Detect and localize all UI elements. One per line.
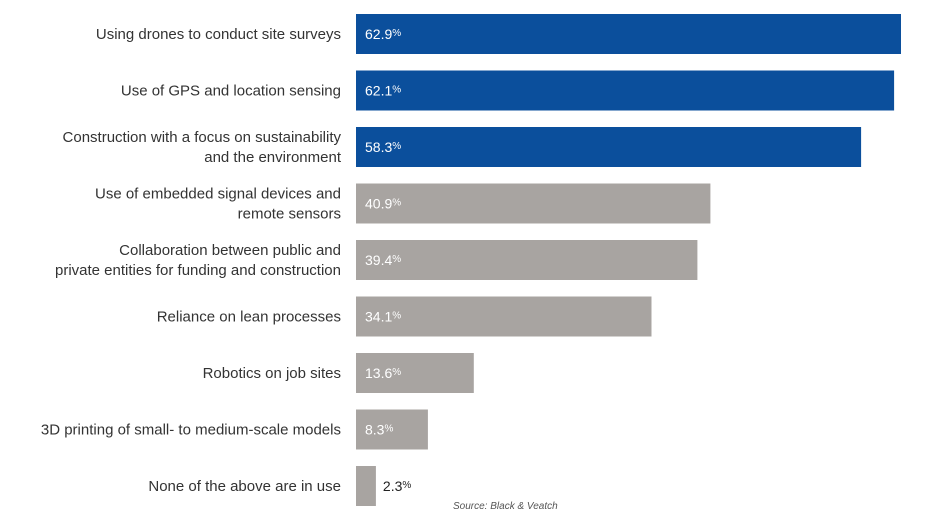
value-label-7: 8.3% bbox=[365, 422, 393, 438]
category-label-5: Reliance on lean processes bbox=[157, 309, 341, 326]
bar-3 bbox=[356, 183, 711, 224]
value-label-2: 58.3% bbox=[365, 139, 401, 155]
value-label-1: 62.1% bbox=[365, 83, 401, 99]
value-label-0: 62.9% bbox=[365, 26, 401, 42]
category-label-4: Collaboration between public and private … bbox=[55, 242, 341, 279]
bar-1 bbox=[356, 70, 895, 111]
category-label-7: 3D printing of small- to medium-scale mo… bbox=[41, 422, 341, 439]
category-label-8: None of the above are in use bbox=[148, 478, 341, 495]
value-label-6: 13.6% bbox=[365, 365, 401, 381]
value-label-4: 39.4% bbox=[365, 252, 401, 268]
value-labels: 62.9% 62.1% 58.3% 40.9% 39.4% 34.1% 13.6% 8.3% 2… bbox=[365, 26, 411, 494]
bar-4 bbox=[356, 240, 698, 280]
bar-0 bbox=[356, 14, 901, 54]
bar-2 bbox=[356, 127, 862, 167]
bar-5 bbox=[356, 296, 652, 337]
bar-7 bbox=[356, 409, 428, 450]
bars bbox=[356, 14, 901, 506]
value-label-3: 40.9% bbox=[365, 196, 401, 212]
category-label-3: Use of embedded signal devices and remote… bbox=[95, 186, 341, 223]
bar-8 bbox=[356, 466, 376, 506]
category-label-2: Construction with a focus on sustainabil… bbox=[63, 129, 342, 166]
category-label-1: Use of GPS and location sensing bbox=[121, 83, 341, 100]
category-label-0: Using drones to conduct site surveys bbox=[96, 26, 341, 43]
category-label-6: Robotics on job sites bbox=[203, 365, 341, 382]
source-note: Source: Black & Veatch bbox=[453, 501, 558, 512]
category-labels: Using drones to conduct site surveys Use … bbox=[41, 26, 342, 495]
value-label-8: 2.3% bbox=[383, 478, 411, 494]
value-label-5: 34.1% bbox=[365, 309, 401, 325]
bar-6 bbox=[356, 353, 474, 393]
